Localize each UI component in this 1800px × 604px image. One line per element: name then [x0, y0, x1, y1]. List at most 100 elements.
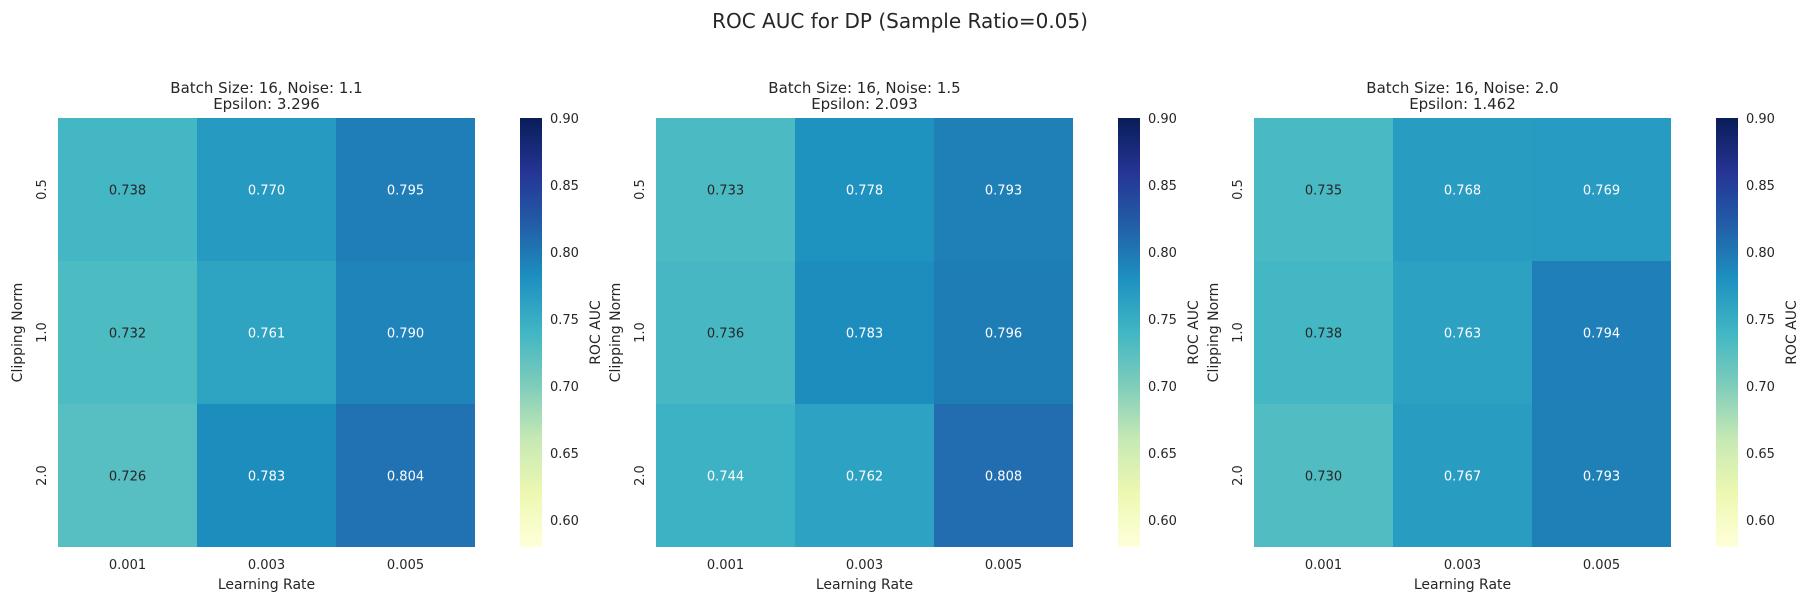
colorbar-tick-label: 0.75	[550, 313, 579, 328]
x-tick-label: 0.003	[1444, 558, 1481, 573]
cell-value-label: 0.735	[1305, 184, 1342, 199]
colorbar	[520, 118, 542, 547]
heatmap-cell	[1532, 404, 1671, 547]
colorbar-tick-label: 0.75	[1148, 313, 1177, 328]
colorbar-tick-label: 0.60	[550, 514, 579, 529]
cell-value-label: 0.778	[846, 184, 883, 199]
cell-value-label: 0.738	[109, 184, 146, 199]
cell-value-label: 0.793	[985, 184, 1022, 199]
x-tick-label: 0.003	[248, 558, 285, 573]
colorbar-tick-label: 0.70	[1746, 380, 1775, 395]
heatmap-cell	[795, 404, 934, 547]
y-axis-label: Clipping Norm	[608, 283, 624, 383]
cell-value-label: 0.767	[1444, 470, 1481, 485]
cell-value-label: 0.763	[1444, 327, 1481, 342]
cell-value-label: 0.733	[707, 184, 744, 199]
colorbar-tick-label: 0.85	[550, 179, 579, 194]
colorbar-tick-label: 0.80	[1746, 246, 1775, 261]
cell-value-label: 0.726	[109, 470, 146, 485]
subplot-title-line2: Epsilon: 3.296	[213, 95, 320, 113]
heatmap-cell	[934, 261, 1073, 404]
heatmap-cell	[934, 404, 1073, 547]
y-axis-label: Clipping Norm	[10, 283, 26, 383]
heatmap-cell	[1393, 404, 1532, 547]
heatmap-cell	[1393, 118, 1532, 261]
colorbar-tick-label: 0.65	[1746, 447, 1775, 462]
heatmap-cell	[934, 118, 1073, 261]
heatmap-cell	[656, 404, 795, 547]
colorbar-tick-label: 0.90	[1148, 112, 1177, 127]
colorbar-tick-label: 0.90	[550, 112, 579, 127]
y-tick-label: 0.5	[35, 179, 50, 200]
colorbar-tick-label: 0.75	[1746, 313, 1775, 328]
x-tick-label: 0.003	[846, 558, 883, 573]
y-tick-label: 1.0	[35, 322, 50, 343]
heatmap-cell	[336, 118, 475, 261]
x-tick-label: 0.005	[387, 558, 424, 573]
x-tick-label: 0.001	[707, 558, 744, 573]
colorbar-tick-label: 0.70	[1148, 380, 1177, 395]
cell-value-label: 0.783	[248, 470, 285, 485]
cell-value-label: 0.730	[1305, 470, 1342, 485]
heatmap-cell	[1254, 118, 1393, 261]
heatmap-cell	[656, 118, 795, 261]
colorbar-tick-label: 0.65	[550, 447, 579, 462]
cell-value-label: 0.744	[707, 470, 744, 485]
x-tick-label: 0.001	[1305, 558, 1342, 573]
heatmap-cell	[58, 404, 197, 547]
cell-value-label: 0.783	[846, 327, 883, 342]
cell-value-label: 0.762	[846, 470, 883, 485]
cell-value-label: 0.738	[1305, 327, 1342, 342]
figure-title: ROC AUC for DP (Sample Ratio=0.05)	[712, 9, 1088, 33]
cell-value-label: 0.770	[248, 184, 285, 199]
heatmap-cell	[795, 261, 934, 404]
y-tick-label: 2.0	[633, 465, 648, 486]
colorbar-tick-label: 0.80	[1148, 246, 1177, 261]
colorbar	[1716, 118, 1738, 547]
x-axis-label: Learning Rate	[816, 577, 913, 593]
colorbar-label: ROC AUC	[1784, 300, 1800, 365]
subplot-title-line2: Epsilon: 1.462	[1409, 95, 1516, 113]
y-tick-label: 1.0	[633, 322, 648, 343]
y-tick-label: 2.0	[35, 465, 50, 486]
x-tick-label: 0.001	[109, 558, 146, 573]
colorbar	[1118, 118, 1140, 547]
cell-value-label: 0.796	[985, 327, 1022, 342]
heatmap-cell	[1254, 261, 1393, 404]
x-tick-label: 0.005	[1583, 558, 1620, 573]
colorbar-tick-label: 0.90	[1746, 112, 1775, 127]
cell-value-label: 0.736	[707, 327, 744, 342]
colorbar-tick-label: 0.60	[1148, 514, 1177, 529]
heatmap-cell	[656, 261, 795, 404]
colorbar-tick-label: 0.60	[1746, 514, 1775, 529]
colorbar-tick-label: 0.85	[1746, 179, 1775, 194]
colorbar-label: ROC AUC	[588, 300, 604, 365]
subplot-title-line1: Batch Size: 16, Noise: 2.0	[1366, 79, 1558, 97]
heatmap-cell	[1532, 118, 1671, 261]
colorbar-tick-label: 0.65	[1148, 447, 1177, 462]
heatmap-cell	[197, 261, 336, 404]
heatmap-cell	[336, 404, 475, 547]
cell-value-label: 0.794	[1583, 327, 1620, 342]
y-tick-label: 0.5	[1231, 179, 1246, 200]
y-tick-label: 2.0	[1231, 465, 1246, 486]
cell-value-label: 0.793	[1583, 470, 1620, 485]
colorbar-label: ROC AUC	[1186, 300, 1202, 365]
subplot-title-line1: Batch Size: 16, Noise: 1.5	[768, 79, 960, 97]
heatmap-cell	[336, 261, 475, 404]
heatmap-cell	[795, 118, 934, 261]
y-axis-label: Clipping Norm	[1206, 283, 1222, 383]
cell-value-label: 0.795	[387, 184, 424, 199]
cell-value-label: 0.808	[985, 470, 1022, 485]
cell-value-label: 0.804	[387, 470, 424, 485]
heatmap-cell	[1532, 261, 1671, 404]
y-tick-label: 1.0	[1231, 322, 1246, 343]
colorbar-tick-label: 0.85	[1148, 179, 1177, 194]
x-tick-label: 0.005	[985, 558, 1022, 573]
heatmap-cell	[58, 118, 197, 261]
cell-value-label: 0.768	[1444, 184, 1481, 199]
cell-value-label: 0.761	[248, 327, 285, 342]
cell-value-label: 0.769	[1583, 184, 1620, 199]
